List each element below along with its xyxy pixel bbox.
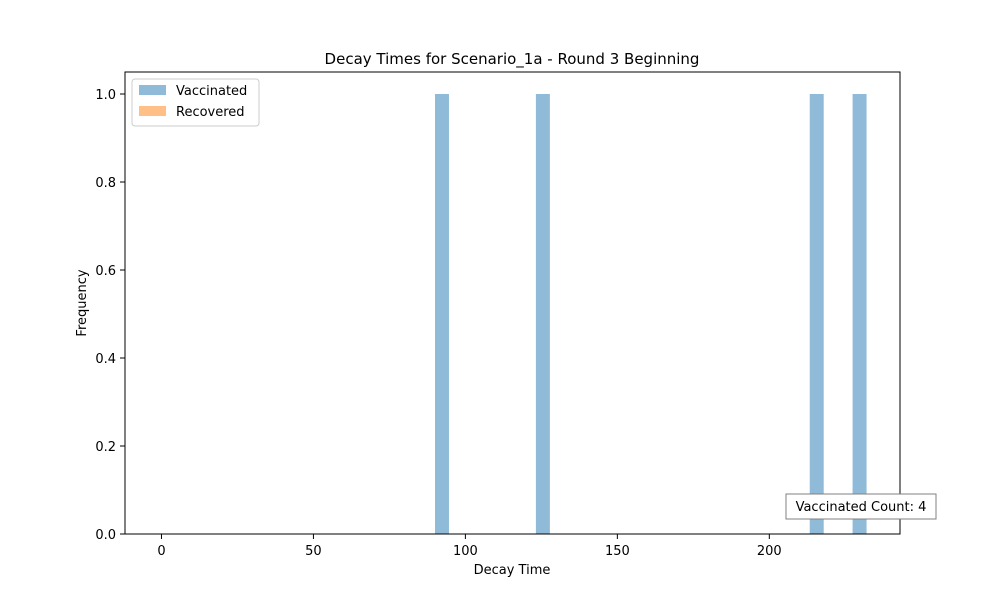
bar-vaccinated-0: [435, 94, 449, 534]
x-axis-label: Decay Time: [474, 563, 551, 578]
x-tick-label-4: 200: [757, 544, 782, 559]
legend-label-recovered: Recovered: [176, 105, 245, 120]
legend: Vaccinated Recovered: [131, 78, 260, 127]
plot-frame: [124, 71, 901, 535]
bar-vaccinated-3: [852, 94, 867, 534]
y-tick-label-3: 0.6: [95, 264, 116, 279]
y-tick-label-0: 0.0: [95, 528, 116, 543]
chart-title: Decay Times for Scenario_1a - Round 3 Be…: [325, 50, 700, 69]
annotation-box: [785, 493, 937, 520]
y-tick-label-4: 0.8: [95, 176, 116, 191]
y-tick-label-1: 0.2: [95, 440, 116, 455]
y-axis-label: Frequency: [75, 269, 90, 336]
ticks-layer: 0 50 100 150 200 0.0 0.2 0.4 0.6 0.8 1.0: [95, 88, 781, 559]
bar-vaccinated-2: [809, 94, 824, 534]
legend-label-vaccinated: Vaccinated: [176, 84, 247, 99]
x-tick-label-1: 50: [305, 544, 322, 559]
legend-swatch-recovered: [139, 106, 166, 116]
y-tick-label-2: 0.4: [95, 352, 116, 367]
x-tick-label-2: 100: [453, 544, 478, 559]
bar-vaccinated-1: [535, 94, 550, 534]
annotation-text: Vaccinated Count: 4: [796, 500, 927, 515]
bars-layer: [435, 94, 867, 534]
legend-swatch-vaccinated: [139, 85, 166, 95]
x-tick-label-0: 0: [157, 544, 165, 559]
count-annotation: Vaccinated Count: 4: [785, 493, 937, 520]
x-tick-label-3: 150: [605, 544, 630, 559]
y-tick-label-5: 1.0: [95, 88, 116, 103]
